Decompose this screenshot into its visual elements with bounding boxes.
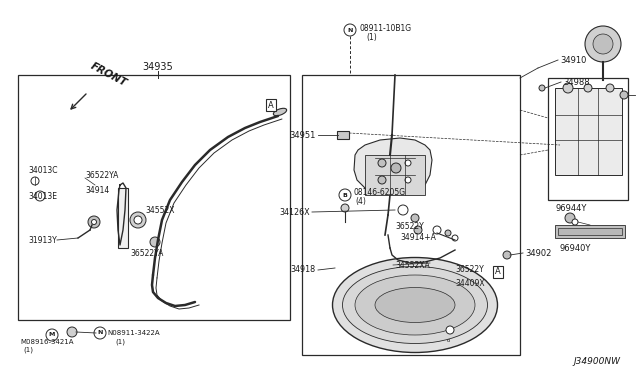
Circle shape xyxy=(134,216,142,224)
Text: 96940Y: 96940Y xyxy=(559,244,590,253)
Circle shape xyxy=(563,83,573,93)
Bar xyxy=(18,75,290,320)
Text: N08911-3422A: N08911-3422A xyxy=(107,330,159,336)
Text: 08146-6205G: 08146-6205G xyxy=(354,187,406,196)
Circle shape xyxy=(452,235,458,241)
Circle shape xyxy=(150,237,160,247)
Text: 34910: 34910 xyxy=(560,55,586,64)
Text: A: A xyxy=(268,100,274,109)
Text: o: o xyxy=(446,337,450,343)
Text: (1): (1) xyxy=(366,32,377,42)
Text: 34126X: 34126X xyxy=(280,208,310,217)
Text: 34013C: 34013C xyxy=(28,166,58,174)
Circle shape xyxy=(88,216,100,228)
Circle shape xyxy=(92,219,97,224)
Circle shape xyxy=(46,329,58,341)
Bar xyxy=(302,75,520,355)
Circle shape xyxy=(339,189,351,201)
Text: 34914: 34914 xyxy=(85,186,109,195)
Circle shape xyxy=(446,326,454,334)
Circle shape xyxy=(341,204,349,212)
Circle shape xyxy=(572,219,578,225)
Bar xyxy=(337,131,349,139)
Circle shape xyxy=(378,176,386,184)
Text: 36522YA: 36522YA xyxy=(85,170,118,180)
Text: 36522Y: 36522Y xyxy=(455,266,484,275)
Text: 08911-10B1G: 08911-10B1G xyxy=(359,23,411,32)
Circle shape xyxy=(398,205,408,215)
Polygon shape xyxy=(354,138,432,193)
Circle shape xyxy=(411,214,419,222)
Text: 36522YA: 36522YA xyxy=(130,248,163,257)
Circle shape xyxy=(31,177,39,185)
Text: M: M xyxy=(49,333,55,337)
Bar xyxy=(555,88,622,175)
Bar xyxy=(365,155,425,195)
Text: 34552XA: 34552XA xyxy=(395,260,429,269)
Circle shape xyxy=(405,177,411,183)
Text: 34918: 34918 xyxy=(291,266,316,275)
Circle shape xyxy=(584,84,592,92)
Ellipse shape xyxy=(355,275,475,335)
Text: FRONT: FRONT xyxy=(89,61,129,88)
Text: A: A xyxy=(495,267,501,276)
Text: 34935: 34935 xyxy=(143,62,173,72)
Text: 34951: 34951 xyxy=(290,131,316,140)
Circle shape xyxy=(445,230,451,236)
Circle shape xyxy=(378,159,386,167)
Circle shape xyxy=(35,191,45,201)
Text: (1): (1) xyxy=(115,339,125,345)
Circle shape xyxy=(620,91,628,99)
Circle shape xyxy=(344,24,356,36)
Circle shape xyxy=(503,251,511,259)
Text: 96944Y: 96944Y xyxy=(556,203,588,212)
Circle shape xyxy=(94,327,106,339)
Ellipse shape xyxy=(273,108,287,116)
Bar xyxy=(555,225,625,238)
Bar xyxy=(118,188,128,248)
Text: (1): (1) xyxy=(23,347,33,353)
Circle shape xyxy=(606,84,614,92)
Text: 34914+A: 34914+A xyxy=(400,232,436,241)
Text: 36522Y: 36522Y xyxy=(395,221,424,231)
Text: 34552X: 34552X xyxy=(145,205,175,215)
Text: B: B xyxy=(342,192,348,198)
Circle shape xyxy=(433,226,441,234)
Text: N: N xyxy=(348,28,353,32)
Circle shape xyxy=(593,34,613,54)
Text: (4): (4) xyxy=(356,196,367,205)
Text: 34902: 34902 xyxy=(525,248,552,257)
Bar xyxy=(558,228,622,235)
Ellipse shape xyxy=(375,288,455,323)
Circle shape xyxy=(539,85,545,91)
Circle shape xyxy=(67,327,77,337)
Text: 34013E: 34013E xyxy=(28,192,57,201)
Bar xyxy=(548,78,628,200)
Text: M08916-3421A: M08916-3421A xyxy=(20,339,74,345)
Circle shape xyxy=(585,26,621,62)
Text: 31913Y: 31913Y xyxy=(28,235,57,244)
Ellipse shape xyxy=(333,257,497,353)
Text: J34900NW: J34900NW xyxy=(573,357,620,366)
Circle shape xyxy=(391,163,401,173)
Text: 34409X: 34409X xyxy=(455,279,484,288)
Text: N: N xyxy=(97,330,102,336)
Text: 34988: 34988 xyxy=(563,77,589,87)
Circle shape xyxy=(414,226,422,234)
Circle shape xyxy=(405,160,411,166)
Circle shape xyxy=(565,213,575,223)
Circle shape xyxy=(130,212,146,228)
Ellipse shape xyxy=(342,266,488,343)
